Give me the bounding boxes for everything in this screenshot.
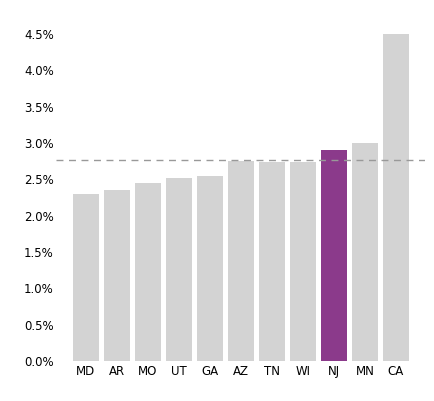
Bar <box>104 190 130 361</box>
Bar <box>321 150 347 361</box>
Bar <box>228 161 253 361</box>
Bar <box>135 183 161 361</box>
Bar <box>383 34 408 361</box>
Bar <box>166 178 191 361</box>
Bar <box>197 176 223 361</box>
Bar <box>352 143 378 361</box>
Bar <box>73 194 99 361</box>
Bar <box>259 162 285 361</box>
Bar <box>290 162 316 361</box>
